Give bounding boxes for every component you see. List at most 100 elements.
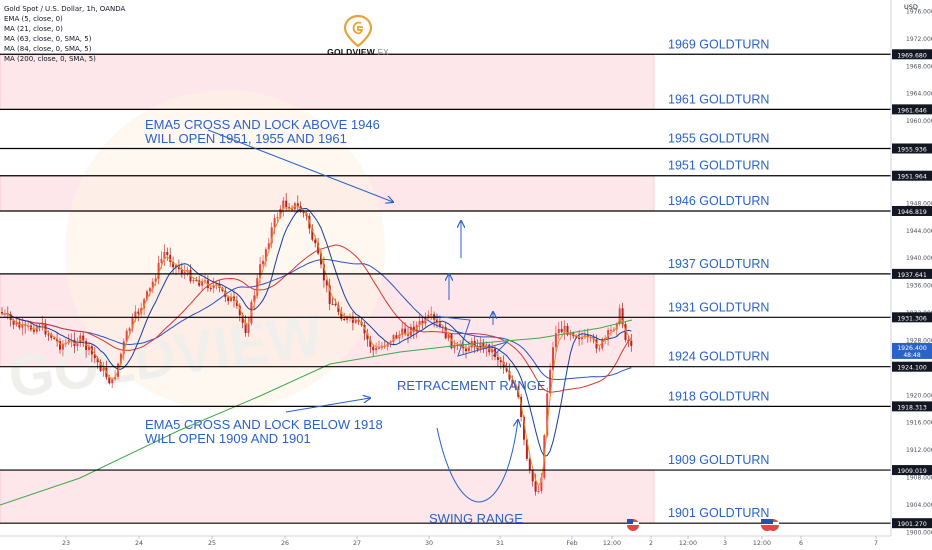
x-tick-14: 7 <box>874 540 878 547</box>
candle-body-85 <box>247 323 250 334</box>
level-label-7: 1924 GOLDTURN <box>668 350 769 364</box>
candle-body-180 <box>523 416 525 440</box>
candle-body-42 <box>122 341 125 354</box>
event-flags <box>627 519 779 531</box>
candle-body-169 <box>491 348 494 353</box>
candle-body-114 <box>331 303 334 305</box>
x-tick-9: 2 <box>649 540 653 547</box>
brand-logo: GOLDVIEW FX <box>318 14 398 60</box>
watermark-layer: GOLDVIEW <box>5 90 385 410</box>
indicator-ema5[interactable]: EMA (5, close, 0) <box>4 15 63 23</box>
x-tick-4: 27 <box>353 540 361 547</box>
candle-body-215 <box>624 324 627 341</box>
candle-body-111 <box>322 264 325 281</box>
level-label-0: 1969 GOLDTURN <box>668 37 769 51</box>
zone-3 <box>0 469 655 524</box>
level-tag-10 <box>892 518 932 529</box>
candle-body-116 <box>337 305 340 313</box>
swing-arc <box>436 420 518 503</box>
arrow-to-upper-zone <box>207 129 393 202</box>
indicator-ma200[interactable]: MA (200, close, 0, SMA, 5) <box>4 55 96 63</box>
candle-body-54 <box>157 262 160 279</box>
candle-body-150 <box>436 319 438 323</box>
level-tag-text-8: 1918.313 <box>897 404 927 411</box>
candle-body-173 <box>502 362 505 368</box>
y-tick-19: 1976.000 <box>906 8 932 15</box>
candle-body-95 <box>276 217 279 219</box>
candle-body-47 <box>137 311 140 314</box>
level-tag-text-6: 1931.306 <box>897 315 927 322</box>
candle-body-171 <box>496 356 499 360</box>
x-tick-0: 23 <box>62 540 70 547</box>
candle-body-83 <box>241 315 244 323</box>
candle-body-13 <box>38 326 41 328</box>
y-tick-18: 1972.000 <box>906 36 932 43</box>
symbol-title[interactable]: Gold Spot / U.S. Dollar, 1h, OANDA <box>4 5 126 13</box>
level-tag-3 <box>892 170 932 181</box>
candle-body-16 <box>47 334 50 336</box>
candle-body-107 <box>311 228 314 240</box>
candle-body-175 <box>508 371 511 380</box>
y-tick-0: 1900.000 <box>906 529 932 536</box>
candle-body-15 <box>44 323 47 335</box>
candle-body-211 <box>612 329 615 331</box>
us-flag-icon-group[interactable] <box>761 519 779 531</box>
candle-body-33 <box>96 358 99 363</box>
level-tag-text-2: 1955.936 <box>897 146 927 153</box>
level-tag-text-7: 1924.100 <box>897 365 927 372</box>
candle-body-193 <box>560 328 563 333</box>
levels-layer: 1969 GOLDTURN 1961 GOLDTURN 1955 GOLDTURN 1… <box>0 37 891 524</box>
candle-body-32 <box>93 354 96 359</box>
candle-body-122 <box>354 319 357 323</box>
level-tag-6 <box>892 312 932 323</box>
level-label-9: 1909 GOLDTURN <box>668 453 769 467</box>
candle-body-89 <box>259 264 262 279</box>
y-tick-5: 1920.000 <box>906 392 932 399</box>
candle-body-117 <box>340 312 343 320</box>
countdown-text: 48:48 <box>903 352 920 359</box>
indicator-ma21[interactable]: MA (21, close, 0) <box>4 25 63 33</box>
candle-body-199 <box>578 336 581 340</box>
candle-body-213 <box>618 308 621 324</box>
y-tick-10: 1940.000 <box>906 255 932 262</box>
annotation-layer: EMA5 CROSS AND LOCK ABOVE 1946 WILL OPEN… <box>145 117 546 526</box>
candle-body-160 <box>465 348 467 352</box>
arrow-to-lower-level <box>285 398 370 413</box>
candle-body-172 <box>499 359 502 363</box>
us-flag-icon[interactable] <box>627 519 639 531</box>
candle-body-205 <box>595 339 598 349</box>
candle-body-184 <box>534 481 537 492</box>
candle-body-73 <box>212 285 215 289</box>
y-tick-9: 1936.000 <box>906 283 932 290</box>
x-tick-10: 12:00 <box>679 540 697 547</box>
currency-label: USD <box>904 3 918 11</box>
y-tick-15: 1960.000 <box>906 118 932 125</box>
candle-body-52 <box>151 281 154 289</box>
candle-body-37 <box>108 377 111 384</box>
candle-body-45 <box>131 317 134 329</box>
price-tags-layer: 1969.680 1961.646 1955.936 1951.964 1946.819… <box>892 49 932 529</box>
candle-body-161 <box>467 347 470 352</box>
location-pin-icon <box>343 14 373 48</box>
candle-body-20 <box>59 341 61 350</box>
x-tick-13: 6 <box>799 540 803 547</box>
x-tick-11: 3 <box>723 540 727 547</box>
candle-body-87 <box>253 295 256 302</box>
candle-body-53 <box>154 278 157 282</box>
candle-body-55 <box>160 258 163 263</box>
candle-body-96 <box>279 208 282 218</box>
x-tick-6: 31 <box>496 540 504 547</box>
indicator-ma63[interactable]: MA (63, close, 0, SMA, 5) <box>4 35 92 43</box>
level-tag-4 <box>892 205 932 216</box>
annotation-upper-line1: EMA5 CROSS AND LOCK ABOVE 1946 <box>145 117 380 132</box>
candle-body-63 <box>183 271 186 274</box>
candle-body-127 <box>369 339 372 347</box>
y-tick-1: 1904.000 <box>906 502 932 509</box>
indicator-ma84[interactable]: MA (84, close, 0, SMA, 5) <box>4 45 92 53</box>
level-tag-7 <box>892 361 932 372</box>
candle-body-154 <box>447 334 450 339</box>
annotation-lower-line2: WILL OPEN 1909 AND 1901 <box>145 431 311 446</box>
candle-body-49 <box>143 299 146 309</box>
candle-body-190 <box>552 347 554 370</box>
